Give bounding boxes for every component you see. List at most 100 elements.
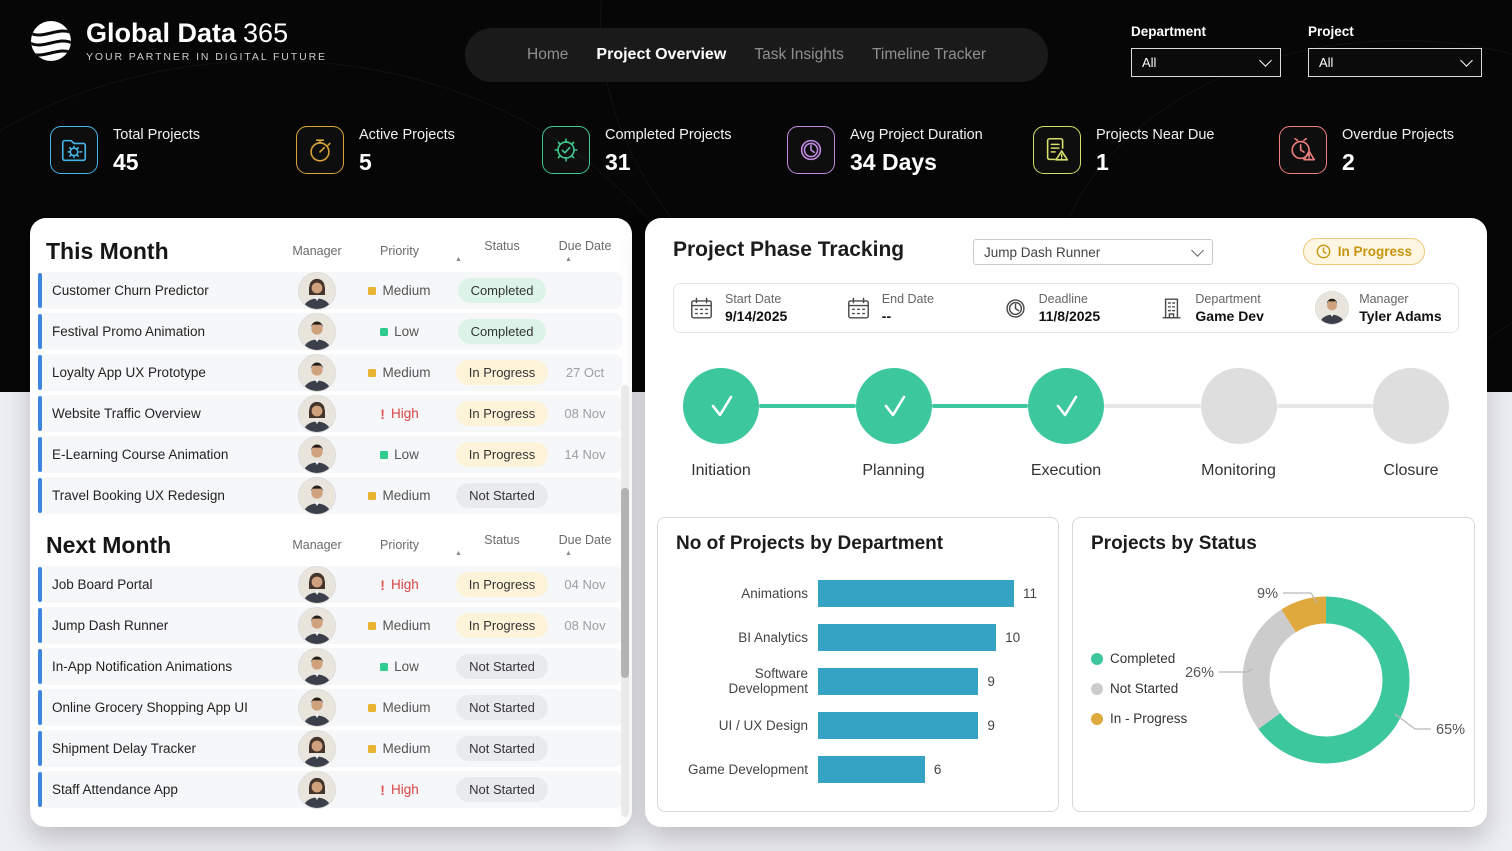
selected-value: All (1142, 55, 1157, 70)
nav-tab-home[interactable]: Home (527, 46, 569, 63)
bar-software-development[interactable] (818, 667, 979, 695)
row-accent-stripe (38, 608, 42, 643)
next-month-table: Next Month Manager Priority Status ▲ Due Date… (38, 524, 622, 809)
table-row-job-board-portal[interactable]: Job Board Portal ! High In Progress 04 No… (38, 565, 622, 604)
project-select[interactable]: Jump Dash Runner (973, 239, 1213, 265)
main-nav: Home Project Overview Task Insights Timelin… (465, 28, 1048, 82)
bar-ui-ux-design[interactable] (818, 711, 979, 739)
manager-avatar (298, 606, 336, 645)
project-name: Shipment Delay Tracker (52, 741, 197, 756)
priority-marker (368, 703, 377, 712)
info-item-manager: Manager Tyler Adams (1301, 291, 1458, 325)
info-value: 9/14/2025 (725, 308, 788, 324)
priority-value: Medium (368, 365, 431, 380)
phase-label-initiation: Initiation (691, 462, 751, 479)
manager-avatar (298, 476, 336, 515)
kpi-value: 31 (605, 149, 631, 175)
row-accent-stripe (38, 355, 42, 390)
priority-marker (380, 450, 389, 459)
filter-label: Department (1131, 24, 1207, 39)
legend-item-in-progress[interactable]: In - Progress (1091, 711, 1187, 726)
column-header-manager[interactable]: Manager (292, 244, 342, 258)
bar-bi-analytics[interactable] (818, 623, 997, 651)
donut-legend: Completed Not Started In - Progress (1091, 651, 1187, 726)
donut-segment-in-progress[interactable] (1242, 596, 1410, 764)
column-header-priority[interactable]: Priority (380, 244, 419, 258)
vertical-scrollbar-track[interactable] (621, 385, 629, 817)
bar-value-label: 10 (1005, 629, 1021, 645)
selected-value: All (1319, 55, 1334, 70)
donut-segment-not-started[interactable] (1242, 596, 1410, 764)
project-name: Staff Attendance App (52, 782, 178, 797)
table-row-loyalty-app-ux-prototype[interactable]: Loyalty App UX Prototype Medium In Progr… (38, 353, 622, 392)
legend-item-not-started[interactable]: Not Started (1091, 681, 1187, 696)
table-row-customer-churn-predictor[interactable]: Customer Churn Predictor Medium Complete… (38, 271, 622, 310)
kpi-label: Completed Projects (605, 127, 732, 143)
column-header-due-date[interactable]: Due Date ▲ (558, 533, 612, 557)
legend-dot (1091, 682, 1103, 695)
table-row-shipment-delay-tracker[interactable]: Shipment Delay Tracker Medium Not Starte… (38, 729, 622, 768)
info-item-end-date: End Date -- (831, 292, 988, 324)
row-accent-stripe (38, 478, 42, 513)
manager-avatar (298, 770, 336, 809)
table-title: Next Month (46, 531, 172, 558)
info-label: Department (1195, 292, 1261, 306)
department-select[interactable]: All (1131, 48, 1281, 77)
column-header-priority[interactable]: Priority (380, 538, 419, 552)
table-row-staff-attendance-app[interactable]: Staff Attendance App ! High Not Started (38, 770, 622, 809)
status-badge: Not Started (456, 695, 548, 720)
donut-percent-labels: 9% 26% 65% (1185, 586, 1465, 738)
nav-tab-task-insights[interactable]: Task Insights (754, 46, 844, 63)
column-header-status[interactable]: Status ▲ (455, 239, 520, 263)
label-leader-lines (1219, 592, 1431, 730)
kpi-icon-box (296, 126, 344, 174)
column-header-due-date[interactable]: Due Date ▲ (558, 239, 612, 263)
due-date: 27 Oct (565, 365, 605, 380)
legend-dot (1091, 712, 1103, 725)
donut-chart-title: Projects by Status (1091, 533, 1257, 554)
row-accent-stripe (38, 649, 42, 684)
svg-text:65%: 65% (1436, 722, 1465, 738)
table-header: Next Month Manager Priority Status ▲ Due Date… (38, 524, 622, 566)
building-icon (1162, 298, 1182, 318)
vertical-scrollbar-thumb[interactable] (621, 488, 629, 678)
table-row-jump-dash-runner[interactable]: Jump Dash Runner Medium In Progress 08 N… (38, 606, 622, 645)
document-warning-icon (1046, 137, 1069, 161)
project-name: Festival Promo Animation (52, 324, 206, 339)
table-row-website-traffic-overview[interactable]: Website Traffic Overview ! High In Progre… (38, 394, 622, 433)
high-priority-icon: ! (380, 405, 385, 422)
manager-avatar (298, 353, 336, 392)
nav-tab-project-overview[interactable]: Project Overview (596, 46, 727, 63)
priority-value: ! High (380, 781, 419, 798)
phase-progress-tracker: Initiation Planning Execution Monitoring Clo… (645, 368, 1487, 498)
project-select[interactable]: All (1308, 48, 1482, 77)
brand-name-suffix: 365 (243, 18, 289, 48)
phase-label-execution: Execution (1030, 462, 1102, 479)
gear-check-icon (554, 138, 578, 162)
status-badge: Completed (457, 319, 547, 344)
filter-project: Project All (1308, 24, 1482, 77)
table-row-travel-booking-ux-redesign[interactable]: Travel Booking UX Redesign Medium Not St… (38, 476, 622, 515)
legend-label: Completed (1110, 651, 1176, 666)
legend-item-completed[interactable]: Completed (1091, 651, 1187, 666)
kpi-label: Avg Project Duration (850, 127, 983, 143)
bar-animations[interactable] (818, 579, 1014, 607)
info-item-department: Department Game Dev (1144, 292, 1301, 324)
info-item-start-date: Start Date 9/14/2025 (674, 292, 831, 324)
row-accent-stripe (38, 567, 42, 602)
column-header-status[interactable]: Status ▲ (455, 533, 520, 557)
brand-logo: Global Data 365 YOUR PARTNER IN DIGITAL F… (30, 18, 327, 63)
nav-tab-timeline-tracker[interactable]: Timeline Tracker (872, 46, 986, 63)
table-row-in-app-notification-animations[interactable]: In-App Notification Animations Low Not S… (38, 647, 622, 686)
table-row-online-grocery-shopping-app-ui[interactable]: Online Grocery Shopping App UI Medium No… (38, 688, 622, 727)
kpi-value: 45 (113, 149, 139, 175)
person-photo (299, 771, 335, 808)
brand-tagline: YOUR PARTNER IN DIGITAL FUTURE (86, 51, 327, 63)
bar-value-label: 9 (987, 673, 995, 689)
table-row-e-learning-course-animation[interactable]: E-Learning Course Animation Low In Progr… (38, 435, 622, 474)
priority-value: Medium (368, 700, 431, 715)
bar-game-development[interactable] (818, 755, 925, 783)
priority-value: Low (380, 659, 419, 674)
column-header-manager[interactable]: Manager (292, 538, 342, 552)
table-row-festival-promo-animation[interactable]: Festival Promo Animation Low Completed (38, 312, 622, 351)
